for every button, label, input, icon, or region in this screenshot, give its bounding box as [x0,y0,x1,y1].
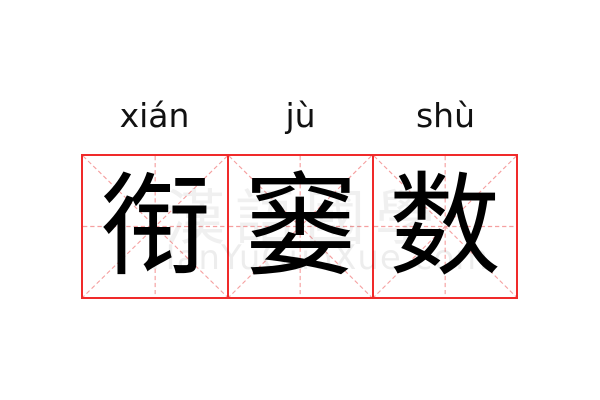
pinyin-2: jù [285,96,316,135]
character-grid: 衔 窭 数 [81,154,518,299]
guide-lines [83,156,228,297]
character-1: 衔 [99,161,212,292]
character-2: 窭 [244,161,357,292]
guide-lines [229,156,372,297]
guide-lines [373,156,517,297]
watermark-url: HanYuGuoXue.com [150,238,490,278]
pinyin-1: xián [119,96,190,135]
character-3: 数 [388,161,501,292]
watermark-chinese: 漢語國學 [165,184,445,254]
character-cell-3: 数 [371,156,517,297]
character-cell-2: 窭 [227,156,372,297]
pinyin-3: shù [415,96,476,135]
character-cell-1: 衔 [83,156,228,297]
